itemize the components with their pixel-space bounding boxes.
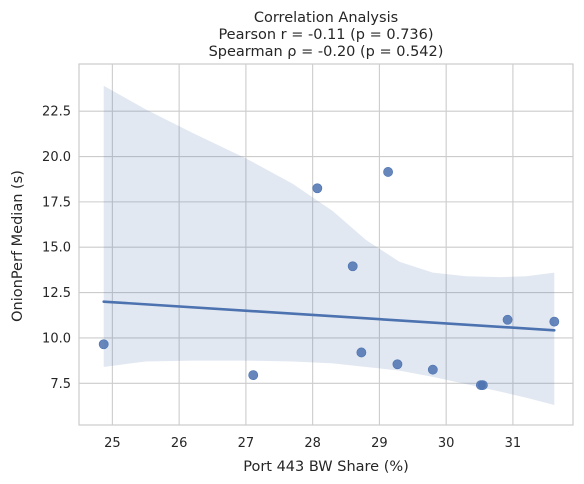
- x-tick-label-1: 26: [171, 436, 188, 451]
- data-point-4: [356, 347, 367, 358]
- data-point-0: [98, 339, 109, 350]
- data-point-6: [392, 359, 403, 370]
- y-tick-label-2: 12.5: [42, 286, 71, 301]
- y-tick-labels: 7.5 10.0 12.5 15.0 17.5 20.0 22.5: [42, 105, 71, 392]
- chart-subtitle-spearman: Spearman ρ = -0.20 (p = 0.542): [209, 44, 444, 60]
- x-tick-labels: 25 26 27 28 29 30 31: [104, 436, 521, 451]
- y-tick-label-1: 10.0: [42, 331, 71, 346]
- chart-subtitle-pearson: Pearson r = -0.11 (p = 0.736): [218, 27, 433, 43]
- data-point-10: [502, 314, 513, 325]
- x-tick-label-2: 27: [238, 436, 255, 451]
- confidence-band-layer: [103, 85, 555, 406]
- y-tick-label-4: 17.5: [42, 195, 71, 210]
- data-point-3: [347, 261, 358, 272]
- data-point-11: [549, 316, 560, 327]
- regression-line: [102, 300, 556, 332]
- x-axis-label: Port 443 BW Share (%): [243, 459, 409, 475]
- y-tick-label-6: 22.5: [42, 105, 71, 120]
- x-tick-label-3: 28: [304, 436, 321, 451]
- confidence-band: [103, 85, 555, 406]
- y-axis-label: OnionPerf Median (s): [10, 170, 26, 322]
- y-tick-label-3: 15.0: [42, 241, 71, 256]
- x-tick-label-5: 30: [438, 436, 455, 451]
- y-tick-label-0: 7.5: [50, 377, 71, 392]
- x-tick-label-0: 25: [104, 436, 121, 451]
- data-point-2: [312, 183, 323, 194]
- plot-border: [78, 63, 574, 426]
- y-tick-label-5: 20.0: [42, 150, 71, 165]
- plot-frame: [78, 63, 574, 426]
- chart-title: Correlation Analysis: [254, 10, 398, 26]
- data-point-5: [383, 167, 393, 177]
- data-point-9: [477, 380, 488, 390]
- regression-line-layer: [102, 300, 556, 332]
- data-points: [98, 167, 560, 390]
- grid: [79, 64, 573, 425]
- x-tick-label-4: 29: [371, 436, 388, 451]
- data-point-1: [248, 370, 259, 381]
- x-tick-label-6: 31: [505, 436, 522, 451]
- data-point-7: [427, 364, 438, 375]
